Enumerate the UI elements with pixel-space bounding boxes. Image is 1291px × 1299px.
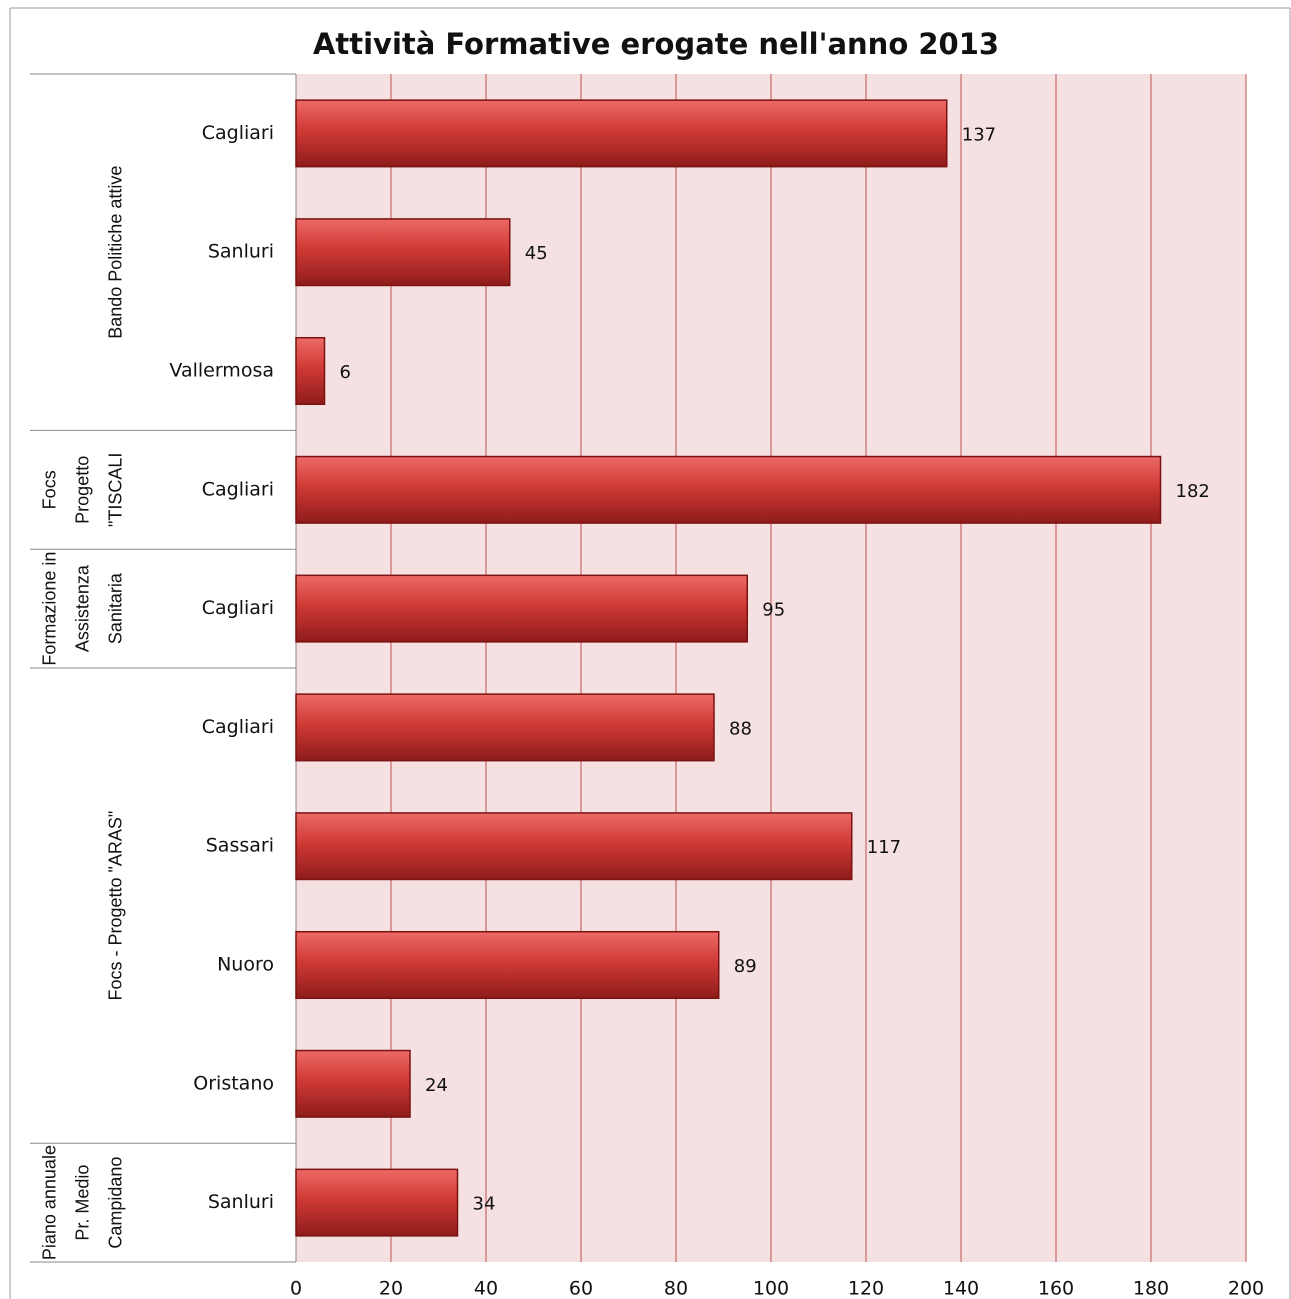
group-label: Focs - Progetto "ARAS" <box>106 811 126 1001</box>
bar <box>295 455 1162 524</box>
group-label: Formazione in <box>40 552 60 666</box>
x-tick-label: 140 <box>943 1278 979 1299</box>
value-label: 117 <box>867 837 901 858</box>
x-tick-label: 20 <box>379 1278 403 1299</box>
y-tick-label: Sassari <box>206 835 274 857</box>
bar <box>295 812 853 881</box>
y-tick-label: Oristano <box>193 1072 274 1094</box>
bar <box>295 693 715 762</box>
x-tick-label: 40 <box>474 1278 498 1299</box>
value-label: 6 <box>340 362 351 383</box>
x-tick-label: 160 <box>1038 1278 1074 1299</box>
group-label: Focs <box>40 470 60 509</box>
x-tick-label: 200 <box>1228 1278 1264 1299</box>
y-tick-label: Sanluri <box>208 241 274 263</box>
y-tick-label: Sanluri <box>208 1191 274 1213</box>
bar <box>295 1168 459 1237</box>
value-label: 24 <box>425 1075 448 1096</box>
x-tick-label: 120 <box>848 1278 884 1299</box>
y-tick-label: Cagliari <box>202 478 274 500</box>
y-tick-label: Cagliari <box>202 716 274 738</box>
bar <box>295 99 948 168</box>
y-tick-label: Nuoro <box>217 954 274 976</box>
group-label: Progetto <box>73 456 93 524</box>
x-tick-label: 80 <box>664 1278 688 1299</box>
group-label: Bando Politiche attive <box>106 166 126 339</box>
x-tick-label: 60 <box>569 1278 593 1299</box>
value-label: 89 <box>734 956 757 977</box>
value-label: 182 <box>1176 481 1210 502</box>
bar <box>295 930 720 1000</box>
value-label: 34 <box>473 1194 496 1215</box>
value-label: 88 <box>729 718 752 739</box>
chart-title: Attività Formative erogate nell'anno 201… <box>313 27 999 61</box>
y-tick-label: Vallermosa <box>169 360 274 382</box>
x-tick-label: 180 <box>1133 1278 1169 1299</box>
bar <box>295 574 748 643</box>
bar <box>295 336 326 406</box>
value-label: 137 <box>962 124 996 145</box>
group-label: Piano annuale <box>40 1145 60 1260</box>
group-label: Campidano <box>106 1157 126 1249</box>
y-tick-label: Cagliari <box>202 597 274 619</box>
y-tick-label: Cagliari <box>202 122 274 144</box>
value-label: 95 <box>762 600 785 621</box>
group-label: Assistenza <box>73 564 93 652</box>
bar <box>295 1049 411 1118</box>
group-label: "TISCALI <box>106 453 126 527</box>
value-label: 45 <box>525 243 548 264</box>
bar <box>295 218 511 287</box>
x-tick-label: 100 <box>753 1278 789 1299</box>
group-label: Pr. Medio <box>73 1165 93 1241</box>
x-tick-label: 0 <box>290 1278 302 1299</box>
group-label: Sanitaria <box>106 572 126 644</box>
